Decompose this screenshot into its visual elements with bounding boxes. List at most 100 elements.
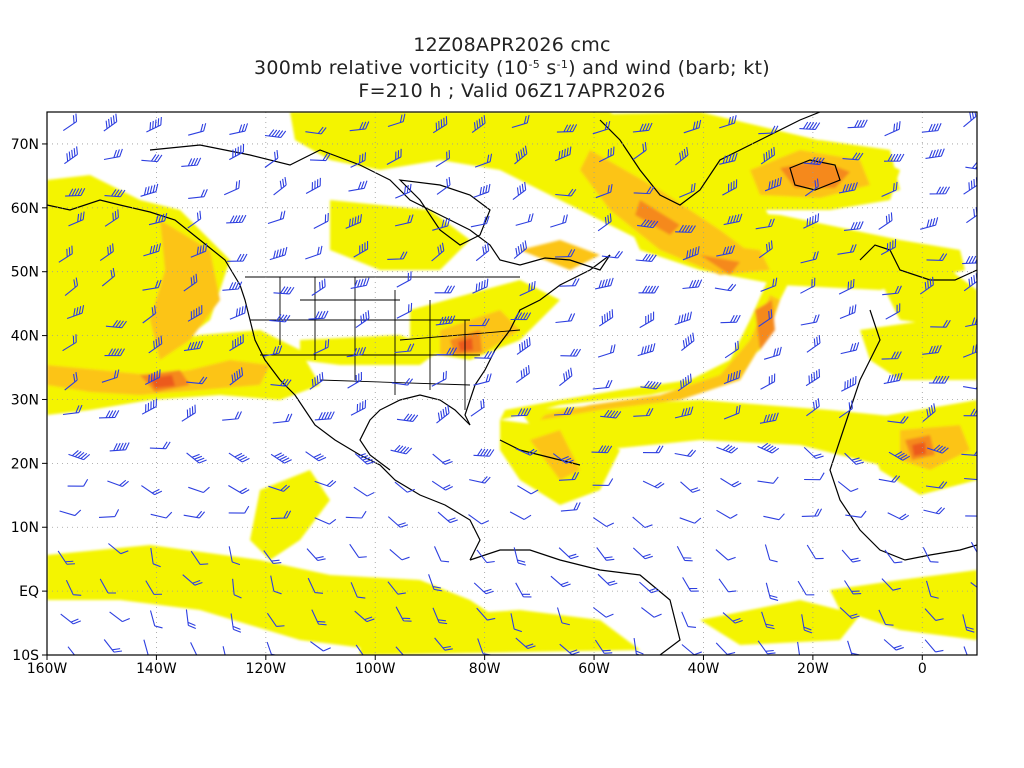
wind-barb (436, 405, 450, 424)
wind-barb (468, 514, 490, 525)
wind-barb (187, 305, 203, 322)
wind-barb (190, 550, 209, 566)
wind-barb (433, 546, 450, 563)
wind-barb (840, 342, 860, 355)
wind-barb (98, 509, 120, 518)
wind-barb (884, 121, 901, 137)
wind-barb (888, 451, 910, 461)
wind-barb (183, 273, 198, 292)
wind-barb (841, 375, 857, 392)
wind-barb (394, 343, 415, 354)
wind-barb (62, 113, 78, 132)
wind-barb (806, 334, 821, 353)
wind-barb (640, 380, 662, 390)
wind-barb (559, 367, 573, 387)
wind-barb (965, 508, 977, 517)
wind-barb (680, 481, 701, 493)
wind-barb (143, 243, 162, 257)
wind-barb (347, 371, 362, 389)
wind-barb (758, 125, 779, 135)
wind-barb (509, 511, 532, 520)
vort-mid-atlantic-jet (540, 295, 780, 420)
coast-us-east (464, 254, 611, 426)
wind-barb (847, 119, 868, 129)
wind-barb (801, 614, 813, 634)
coast-gulf (359, 394, 471, 471)
wind-barb (880, 239, 897, 256)
wind-barb (389, 548, 410, 561)
wind-barb (842, 152, 864, 161)
wind-barb (313, 213, 329, 229)
wind-barb (928, 375, 950, 384)
wind-barb (469, 476, 491, 484)
wind-barb (844, 452, 864, 465)
wind-barb (228, 546, 241, 566)
wind-barb (227, 253, 248, 262)
wind-barb (263, 345, 283, 357)
wind-barb (716, 509, 738, 519)
wind-barb (597, 573, 618, 586)
wind-barb (847, 640, 861, 655)
vort-region-south-atlantic (700, 600, 860, 645)
wind-barb (394, 214, 414, 227)
wind-barb (800, 314, 820, 326)
wind-barb (395, 646, 415, 655)
wind-barb (637, 219, 659, 229)
wind-barb (838, 278, 855, 295)
wind-barb (883, 153, 905, 162)
wind-barb (436, 176, 451, 195)
vort-region-mid-atlantic (860, 320, 977, 380)
wind-barb (601, 250, 624, 259)
wind-barb (966, 205, 977, 224)
wind-barb (515, 213, 534, 226)
wind-barb (681, 611, 697, 629)
wind-barb (150, 511, 173, 519)
wind-barb (797, 580, 815, 596)
wind-barb (264, 129, 287, 138)
wind-barb (314, 517, 337, 525)
vort-region-tropical-pacific (250, 470, 330, 560)
wind-barb (66, 305, 85, 320)
wind-barb (965, 161, 977, 171)
wind-barb (925, 148, 945, 159)
wind-barb (190, 243, 208, 258)
wind-barb (99, 578, 117, 594)
wind-barb (309, 153, 331, 162)
wind-barb (600, 409, 622, 419)
coast-caribbean (499, 439, 581, 466)
wind-barb (104, 209, 119, 227)
wind-barb (926, 253, 948, 262)
wind-barb (348, 180, 368, 192)
wind-barb (803, 156, 825, 166)
wind-barb (228, 505, 250, 514)
vort-region-alaska (47, 175, 230, 400)
wind-barb (387, 581, 406, 595)
wind-barb (555, 188, 577, 197)
coast-south-america (469, 549, 681, 655)
wind-barb (469, 318, 490, 327)
wind-barb (473, 183, 491, 198)
wind-barb (594, 277, 614, 290)
wind-barb (596, 547, 615, 561)
wind-barb (148, 213, 168, 226)
wind-barb (920, 217, 939, 230)
wind-barb (801, 508, 823, 517)
wind-barb (270, 510, 292, 520)
wind-barb (723, 369, 741, 385)
wind-barb (141, 154, 163, 163)
wind-barb (963, 646, 977, 655)
lon-tick-label: 40W (688, 661, 720, 677)
wind-barb (716, 245, 736, 257)
wind-barb (763, 346, 782, 360)
wind-barb (760, 373, 776, 390)
wind-barb (681, 644, 702, 655)
wind-barb (474, 351, 496, 359)
wind-barb (552, 453, 574, 464)
wind-barb (99, 243, 114, 262)
wind-barb (470, 215, 490, 228)
wind-barb (305, 177, 321, 194)
wind-barb (345, 214, 362, 229)
vort-mid-greenland (580, 150, 760, 275)
wind-barb (387, 251, 408, 260)
